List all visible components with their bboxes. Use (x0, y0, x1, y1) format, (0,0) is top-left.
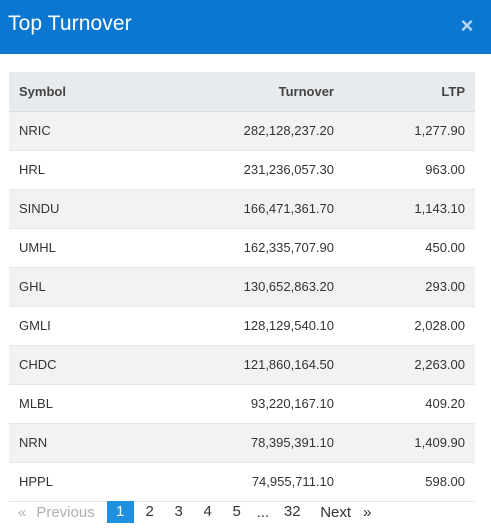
turnover-table-container: Symbol Turnover LTP NRIC 282,128,237.20 … (9, 72, 475, 502)
next-label: Next (320, 503, 352, 521)
cell-turnover: 282,128,237.20 (149, 111, 344, 151)
cell-symbol: GHL (9, 267, 149, 307)
cell-ltp: 2,028.00 (344, 306, 475, 346)
cell-turnover: 166,471,361.70 (149, 189, 344, 229)
cell-turnover: 121,860,164.50 (149, 345, 344, 385)
table-body: NRIC 282,128,237.20 1,277.90 HRL 231,236… (9, 111, 475, 502)
turnover-table: Symbol Turnover LTP NRIC 282,128,237.20 … (9, 72, 475, 502)
table-row: CHDC 121,860,164.50 2,263.00 (9, 345, 475, 385)
modal-title: Top Turnover (8, 12, 132, 35)
table-row: HPPL 74,955,711.10 598.00 (9, 462, 475, 502)
cell-ltp: 1,143.10 (344, 189, 475, 229)
table-row: HRL 231,236,057.30 963.00 (9, 150, 475, 190)
table-row: NRN 78,395,391.10 1,409.90 (9, 423, 475, 463)
modal-header: Top Turnover × (0, 0, 491, 54)
cell-symbol: CHDC (9, 345, 149, 385)
previous-label: Previous (36, 503, 95, 521)
page-button-3[interactable]: 3 (174, 503, 183, 520)
cell-turnover: 128,129,540.10 (149, 306, 344, 346)
cell-turnover: 231,236,057.30 (149, 150, 344, 190)
cell-turnover: 130,652,863.20 (149, 267, 344, 307)
cell-ltp: 409.20 (344, 384, 475, 424)
column-header-turnover[interactable]: Turnover (149, 72, 344, 112)
table-row: GMLI 128,129,540.10 2,028.00 (9, 306, 475, 346)
cell-ltp: 1,277.90 (344, 111, 475, 151)
cell-ltp: 450.00 (344, 228, 475, 268)
cell-ltp: 293.00 (344, 267, 475, 307)
previous-button: « Previous (18, 504, 95, 521)
table-row: MLBL 93,220,167.10 409.20 (9, 384, 475, 424)
cell-ltp: 2,263.00 (344, 345, 475, 385)
pagination-ellipsis: ... (256, 503, 270, 521)
table-row: SINDU 166,471,361.70 1,143.10 (9, 189, 475, 229)
cell-symbol: GMLI (9, 306, 149, 346)
column-header-symbol[interactable]: Symbol (9, 72, 149, 112)
cell-symbol: HRL (9, 150, 149, 190)
page-button-1[interactable]: 1 (106, 501, 134, 523)
cell-symbol: NRIC (9, 111, 149, 151)
cell-ltp: 963.00 (344, 150, 475, 190)
page-button-last[interactable]: 32 (283, 503, 301, 520)
cell-symbol: NRN (9, 423, 149, 463)
page-button-4[interactable]: 4 (203, 503, 212, 520)
column-header-ltp[interactable]: LTP (344, 72, 475, 112)
cell-turnover: 93,220,167.10 (149, 384, 344, 424)
page-button-2[interactable]: 2 (145, 503, 154, 520)
next-button[interactable]: Next » (320, 504, 371, 521)
cell-symbol: MLBL (9, 384, 149, 424)
cell-symbol: HPPL (9, 462, 149, 502)
table-row: UMHL 162,335,707.90 450.00 (9, 228, 475, 268)
cell-turnover: 78,395,391.10 (149, 423, 344, 463)
cell-symbol: SINDU (9, 189, 149, 229)
table-header: Symbol Turnover LTP (9, 72, 475, 112)
page-button-5[interactable]: 5 (232, 503, 241, 520)
cell-turnover: 162,335,707.90 (149, 228, 344, 268)
chevron-double-left-icon: « (18, 503, 27, 521)
chevron-double-right-icon: » (363, 503, 372, 521)
table-row: GHL 130,652,863.20 293.00 (9, 267, 475, 307)
close-icon[interactable]: × (460, 13, 474, 38)
cell-symbol: UMHL (9, 228, 149, 268)
pagination: « Previous 1 2 3 4 5 ... 32 Next » (18, 501, 371, 523)
table-row: NRIC 282,128,237.20 1,277.90 (9, 111, 475, 151)
cell-ltp: 1,409.90 (344, 423, 475, 463)
cell-ltp: 598.00 (344, 462, 475, 502)
cell-turnover: 74,955,711.10 (149, 462, 344, 502)
